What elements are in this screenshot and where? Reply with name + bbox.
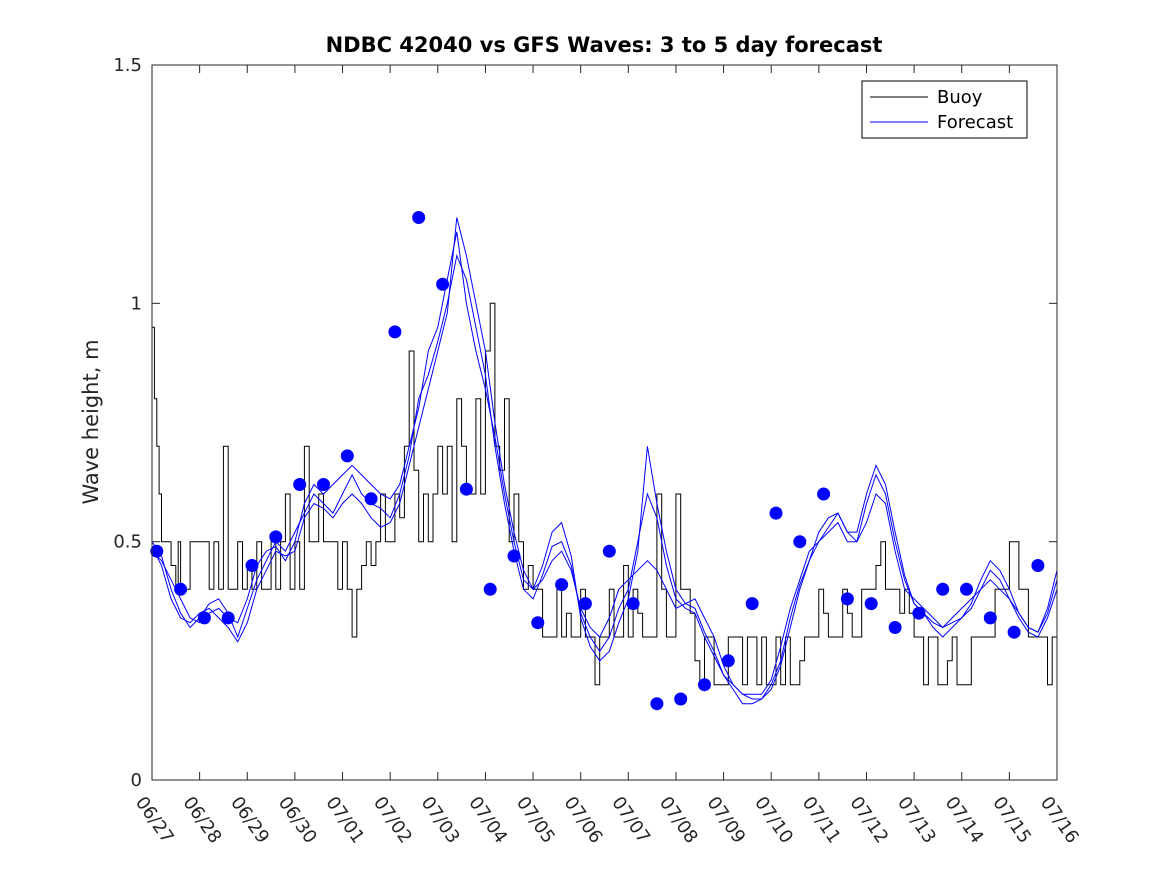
- forecast-marker: [721, 654, 735, 668]
- forecast-marker: [174, 582, 188, 596]
- y-tick-label: 1.5: [113, 55, 142, 76]
- forecast-marker: [412, 211, 426, 224]
- forecast-series-line-1: [151, 231, 1058, 700]
- forecast-marker: [817, 487, 831, 501]
- forecast-marker: [197, 611, 211, 625]
- forecast-marker: [483, 582, 497, 596]
- forecast-marker: [459, 482, 473, 496]
- forecast-marker: [650, 697, 664, 711]
- forecast-marker: [602, 544, 616, 558]
- forecast-marker: [888, 621, 902, 634]
- forecast-marker: [245, 559, 259, 572]
- forecast-marker: [1007, 625, 1021, 639]
- y-tick-label: 0.5: [113, 532, 142, 553]
- forecast-marker: [221, 611, 235, 625]
- forecast-marker: [364, 492, 378, 506]
- forecast-marker: [1031, 559, 1045, 572]
- legend-box: [861, 80, 1028, 139]
- buoy-series-line: [152, 302, 1057, 686]
- forecast-marker: [388, 325, 402, 339]
- plot-area: [150, 211, 1058, 711]
- forecast-marker: [983, 611, 997, 625]
- forecast-marker: [864, 597, 878, 611]
- forecast-marker: [674, 692, 688, 706]
- legend-forecast-label: Forecast: [937, 112, 1013, 133]
- forecast-marker: [769, 506, 783, 520]
- y-axis-label: Wave height, m: [79, 339, 103, 504]
- forecast-marker: [793, 535, 807, 549]
- forecast-marker: [293, 478, 307, 491]
- forecast-marker: [317, 478, 330, 491]
- forecast-marker: [436, 277, 450, 291]
- forecast-series-line-3: [151, 217, 1058, 705]
- chart-title: NDBC 42040 vs GFS Waves: 3 to 5 day fore…: [326, 33, 883, 57]
- y-tick-label: 0: [131, 770, 142, 791]
- forecast-marker: [150, 544, 164, 558]
- forecast-marker: [936, 582, 950, 596]
- forecast-marker: [340, 449, 354, 463]
- forecast-marker: [531, 616, 545, 630]
- legend-buoy-label: Buoy: [937, 87, 983, 108]
- forecast-marker: [745, 597, 759, 611]
- legend: Buoy Forecast: [861, 80, 1028, 139]
- axes-box: [151, 64, 1058, 781]
- forecast-marker: [269, 530, 283, 544]
- forecast-marker: [626, 597, 640, 611]
- forecast-series-line-2: [151, 253, 1058, 695]
- forecast-marker: [555, 578, 569, 592]
- forecast-marker: [960, 582, 973, 596]
- forecast-marker: [698, 678, 711, 692]
- forecast-marker: [507, 549, 521, 563]
- forecast-marker: [840, 592, 854, 606]
- forecast-marker: [912, 606, 926, 620]
- y-axis: 0 0.5 1 1.5: [113, 55, 1057, 791]
- y-tick-label: 1: [131, 293, 142, 314]
- forecast-marker: [578, 597, 592, 611]
